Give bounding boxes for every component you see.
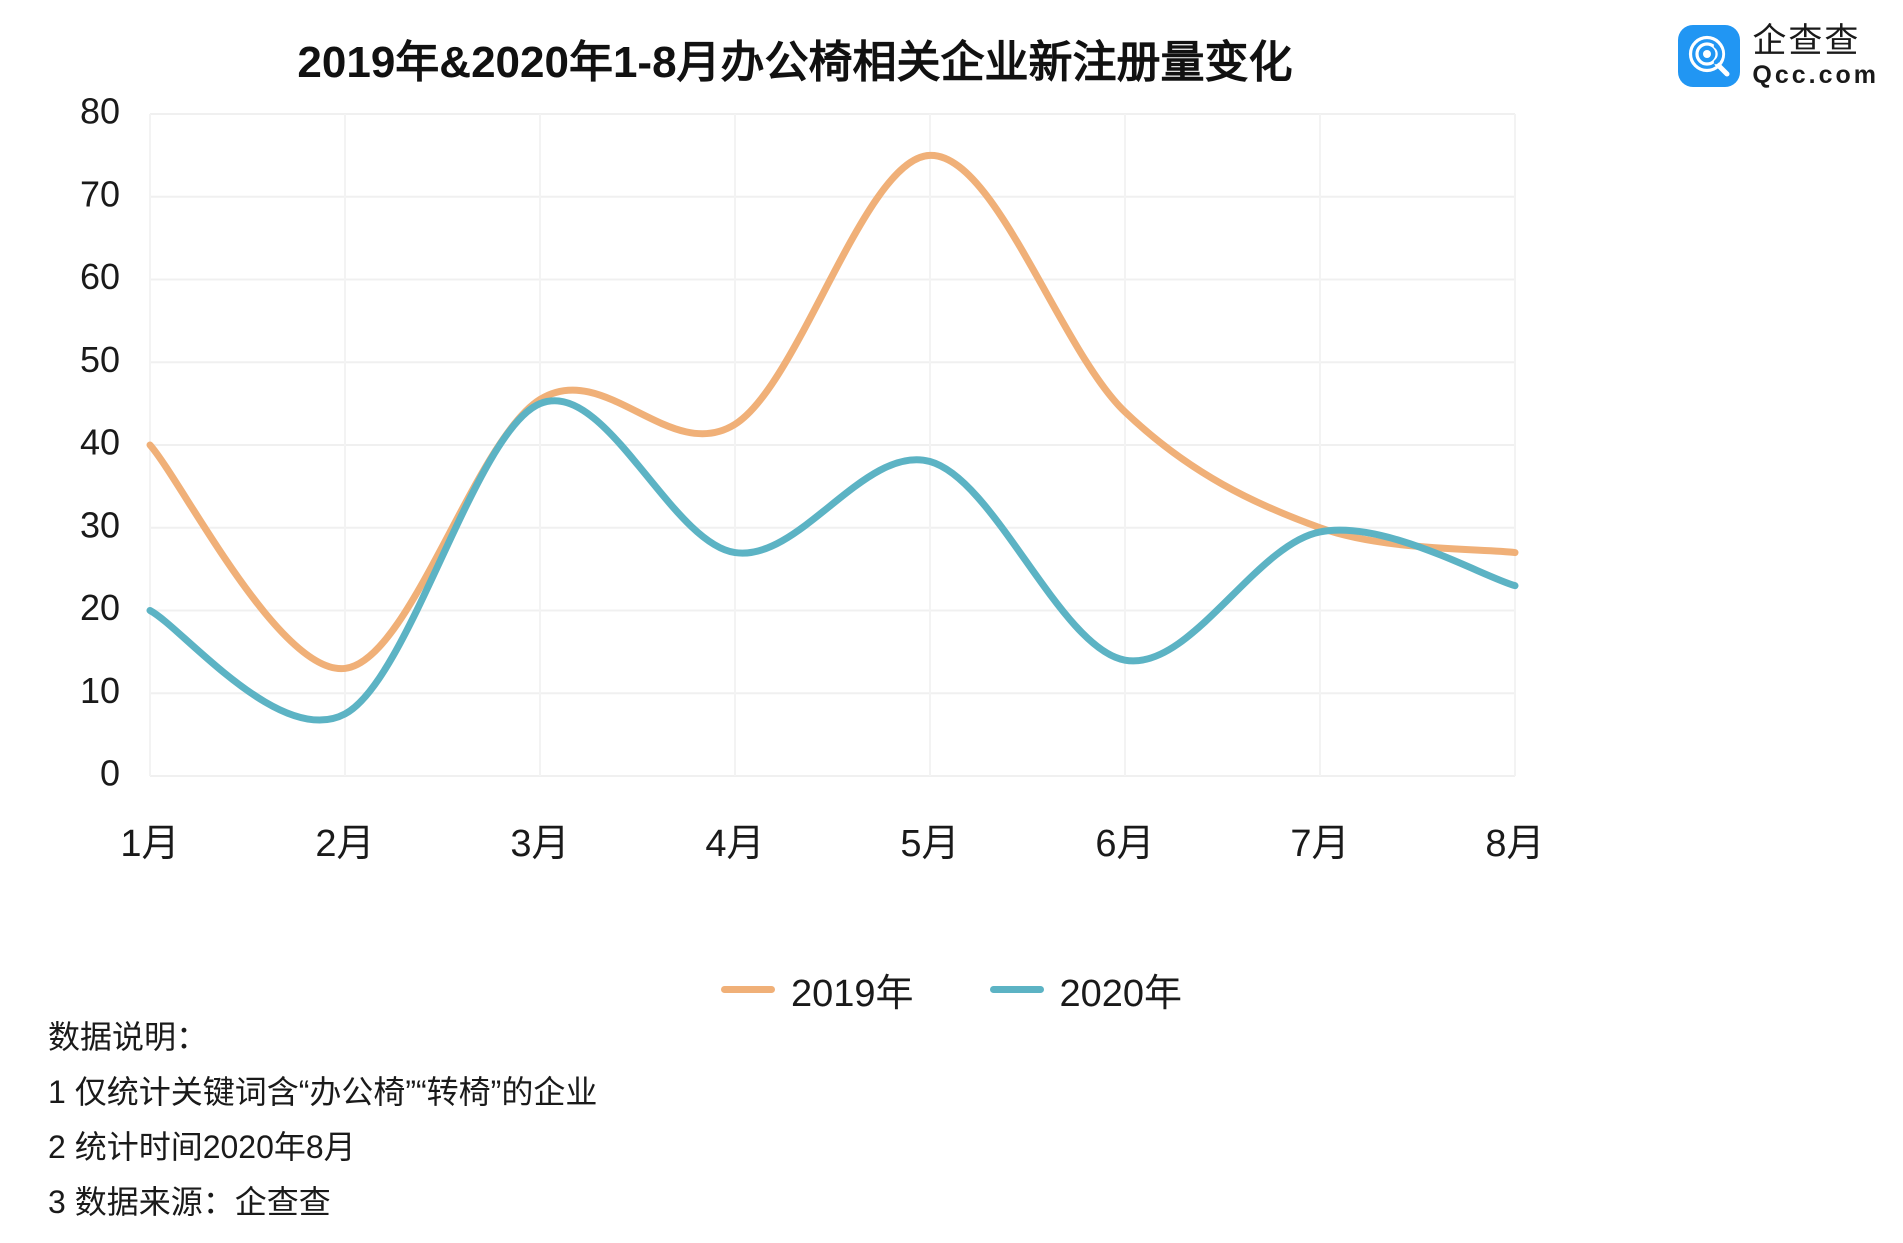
legend-label-2019: 2019年: [790, 973, 914, 1015]
notes-heading: 数据说明：: [48, 1019, 209, 1055]
brand-name-en: Qcc.com: [1752, 61, 1879, 89]
series-line-2020年: [146, 397, 1519, 724]
x-axis-tick-label: 6月: [1095, 823, 1154, 865]
y-axis-tick-label: 50: [80, 339, 120, 380]
x-axis-tick-label: 7月: [1290, 823, 1349, 865]
x-axis-tick-label: 8月: [1485, 823, 1544, 865]
data-notes: 数据说明： 1 仅统计关键词含“办公椅”“转椅”的企业 2 统计时间2020年8…: [48, 1010, 597, 1230]
legend-item-2019[interactable]: 2019年: [720, 962, 914, 1017]
chart-header: 2019年&2020年1-8月办公椅相关企业新注册量变化 企查查 Qcc.com: [0, 0, 1903, 108]
brand-name-cn: 企查查: [1752, 22, 1861, 60]
chart-legend: 2019年 2020年: [0, 962, 1903, 1017]
chart-plot-area: 0 10 20 30 40 50 60 70 80 1月 2月 3月 4月 5月 6月 7月 8月: [0, 96, 1903, 896]
notes-line-3: 3 数据来源：企查查: [48, 1184, 331, 1221]
legend-item-2020[interactable]: 2020年: [989, 962, 1183, 1017]
line-chart: 0 10 20 30 40 50 60 70 80 1月 2月 3月 4月 5月 6月 7月 8月: [80, 96, 1545, 865]
x-axis-tick-label: 3月: [510, 823, 569, 865]
x-axis-tick-label: 1月: [120, 823, 179, 865]
y-axis-tick-label: 0: [100, 753, 120, 794]
series-line-2019年: [146, 151, 1519, 672]
y-axis-tick-label: 10: [80, 670, 120, 711]
y-axis-tick-label: 70: [80, 173, 120, 214]
y-axis-tick-label: 80: [80, 96, 120, 132]
legend-swatch-2020: [989, 986, 1044, 993]
y-axis-tick-label: 40: [80, 422, 120, 463]
y-axis-tick-label: 20: [80, 587, 120, 628]
qcc-logo-icon: [1678, 25, 1741, 87]
brand-text: 企查查 Qcc.com: [1752, 24, 1879, 88]
page-title: 2019年&2020年1-8月办公椅相关企业新注册量变化: [297, 38, 1293, 87]
notes-line-1: 1 仅统计关键词含“办公椅”“转椅”的企业: [48, 1074, 598, 1111]
y-axis-tick-label: 60: [80, 256, 120, 297]
x-axis-tick-label: 2月: [315, 823, 374, 865]
brand-logo: 企查查 Qcc.com: [1678, 24, 1879, 88]
legend-swatch-2019: [720, 986, 775, 993]
y-axis-tick-label: 30: [80, 504, 120, 545]
notes-line-2: 2 统计时间2020年8月: [48, 1129, 356, 1166]
legend-label-2020: 2020年: [1059, 973, 1183, 1015]
x-axis-tick-label: 4月: [705, 823, 764, 865]
x-axis-tick-label: 5月: [900, 823, 959, 865]
